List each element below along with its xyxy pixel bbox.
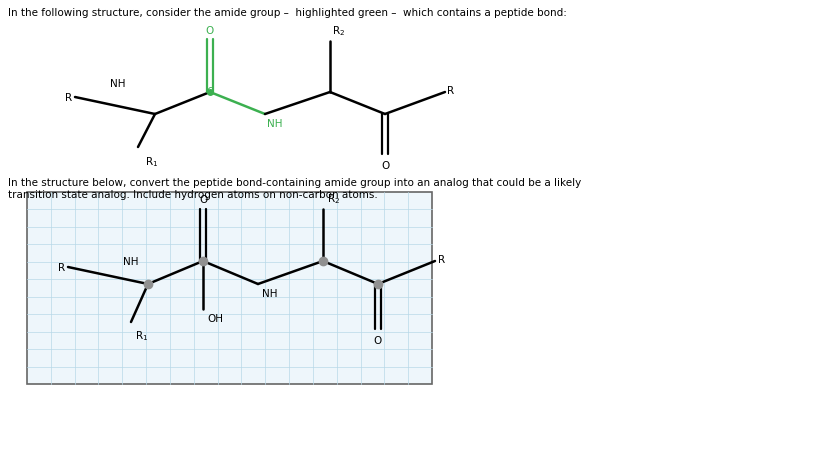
Text: In the structure below, convert the peptide bond-containing amide group into an : In the structure below, convert the pept… <box>8 178 581 199</box>
Text: OH: OH <box>207 313 223 323</box>
Text: R: R <box>447 86 454 96</box>
Text: In the following structure, consider the amide group –  highlighted green –  whi: In the following structure, consider the… <box>8 8 567 18</box>
Text: NH: NH <box>123 257 138 266</box>
Text: R$_2$: R$_2$ <box>332 24 345 38</box>
Text: NH: NH <box>110 79 125 89</box>
Text: R$_2$: R$_2$ <box>327 192 340 206</box>
Text: O: O <box>199 195 207 205</box>
Text: C: C <box>206 87 214 97</box>
Text: O: O <box>206 26 214 36</box>
Text: NH: NH <box>262 288 278 298</box>
Text: NH: NH <box>267 119 283 129</box>
Text: R$_1$: R$_1$ <box>145 155 158 168</box>
Text: O: O <box>374 335 382 345</box>
Text: R: R <box>65 93 72 103</box>
Text: R: R <box>438 254 445 264</box>
Text: R: R <box>58 263 65 272</box>
Bar <box>27 193 432 384</box>
Text: R$_1$: R$_1$ <box>135 328 148 342</box>
Text: O: O <box>381 161 389 171</box>
